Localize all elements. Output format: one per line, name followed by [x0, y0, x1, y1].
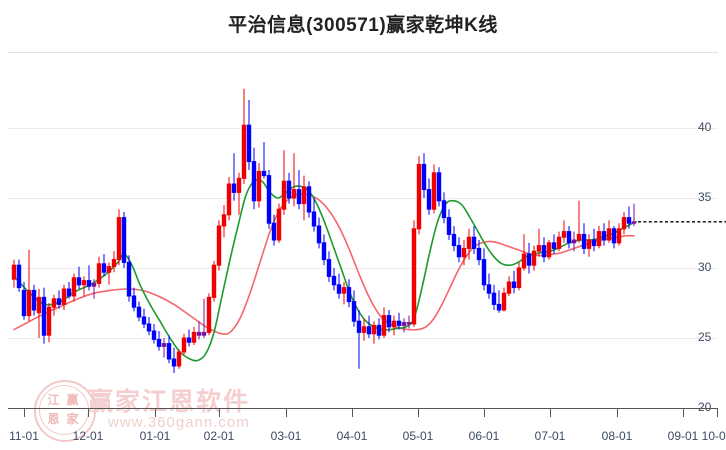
seal-char-3: 家 — [66, 412, 79, 426]
x-tick-label-11-01: 11-01 — [9, 429, 39, 443]
plot-area — [8, 52, 718, 408]
x-tick-05-01 — [418, 409, 419, 417]
watermark-seal-outer — [34, 380, 96, 442]
plot-top-border — [8, 52, 718, 53]
x-tick-label-06-01: 06-01 — [468, 429, 500, 443]
seal-char-2: 恩 — [47, 412, 60, 426]
x-tick-12-01 — [88, 409, 89, 417]
y-tick-label-20: 20 — [698, 400, 712, 414]
gridline-30 — [8, 268, 718, 269]
x-tick-label-01-01: 01-01 — [139, 429, 171, 443]
x-tick-label-10-01: 10-01 — [701, 429, 726, 443]
x-tick-label-08-01: 08-01 — [601, 429, 633, 443]
page-title: 平治信息(300571)赢家乾坤K线 — [228, 15, 498, 36]
x-tick-10-01 — [717, 409, 718, 417]
y-tick-label-40: 40 — [698, 120, 712, 134]
x-tick-label-03-01: 03-01 — [270, 429, 302, 443]
gridline-25 — [8, 338, 718, 339]
watermark-seal-chars: 江 赢 恩 家 — [44, 390, 82, 428]
seal-char-0: 江 — [47, 393, 60, 407]
x-tick-09-01 — [683, 409, 684, 417]
x-tick-02-01 — [219, 409, 220, 417]
y-tick-label-35: 35 — [698, 190, 712, 204]
watermark-url: www.360gann.com — [108, 414, 250, 431]
watermark-brand: 赢家江恩软件 — [88, 388, 251, 416]
y-tick-label-30: 30 — [698, 260, 712, 274]
x-tick-11-01 — [24, 409, 25, 417]
x-tick-label-07-01: 07-01 — [534, 429, 566, 443]
x-tick-08-01 — [617, 409, 618, 417]
x-tick-label-02-01: 02-01 — [203, 429, 235, 443]
x-axis-line — [8, 408, 718, 409]
x-tick-07-01 — [550, 409, 551, 417]
x-tick-04-01 — [352, 409, 353, 417]
x-tick-06-01 — [484, 409, 485, 417]
x-tick-03-01 — [286, 409, 287, 417]
x-tick-label-12-01: 12-01 — [72, 429, 104, 443]
gridline-40 — [8, 128, 718, 129]
x-tick-label-05-01: 05-01 — [402, 429, 434, 443]
x-tick-label-04-01: 04-01 — [336, 429, 368, 443]
y-tick-label-25: 25 — [698, 330, 712, 344]
gridline-35 — [8, 198, 718, 199]
x-tick-01-01 — [155, 409, 156, 417]
seal-char-1: 赢 — [66, 393, 79, 407]
x-tick-label-09-01: 09-01 — [667, 429, 699, 443]
